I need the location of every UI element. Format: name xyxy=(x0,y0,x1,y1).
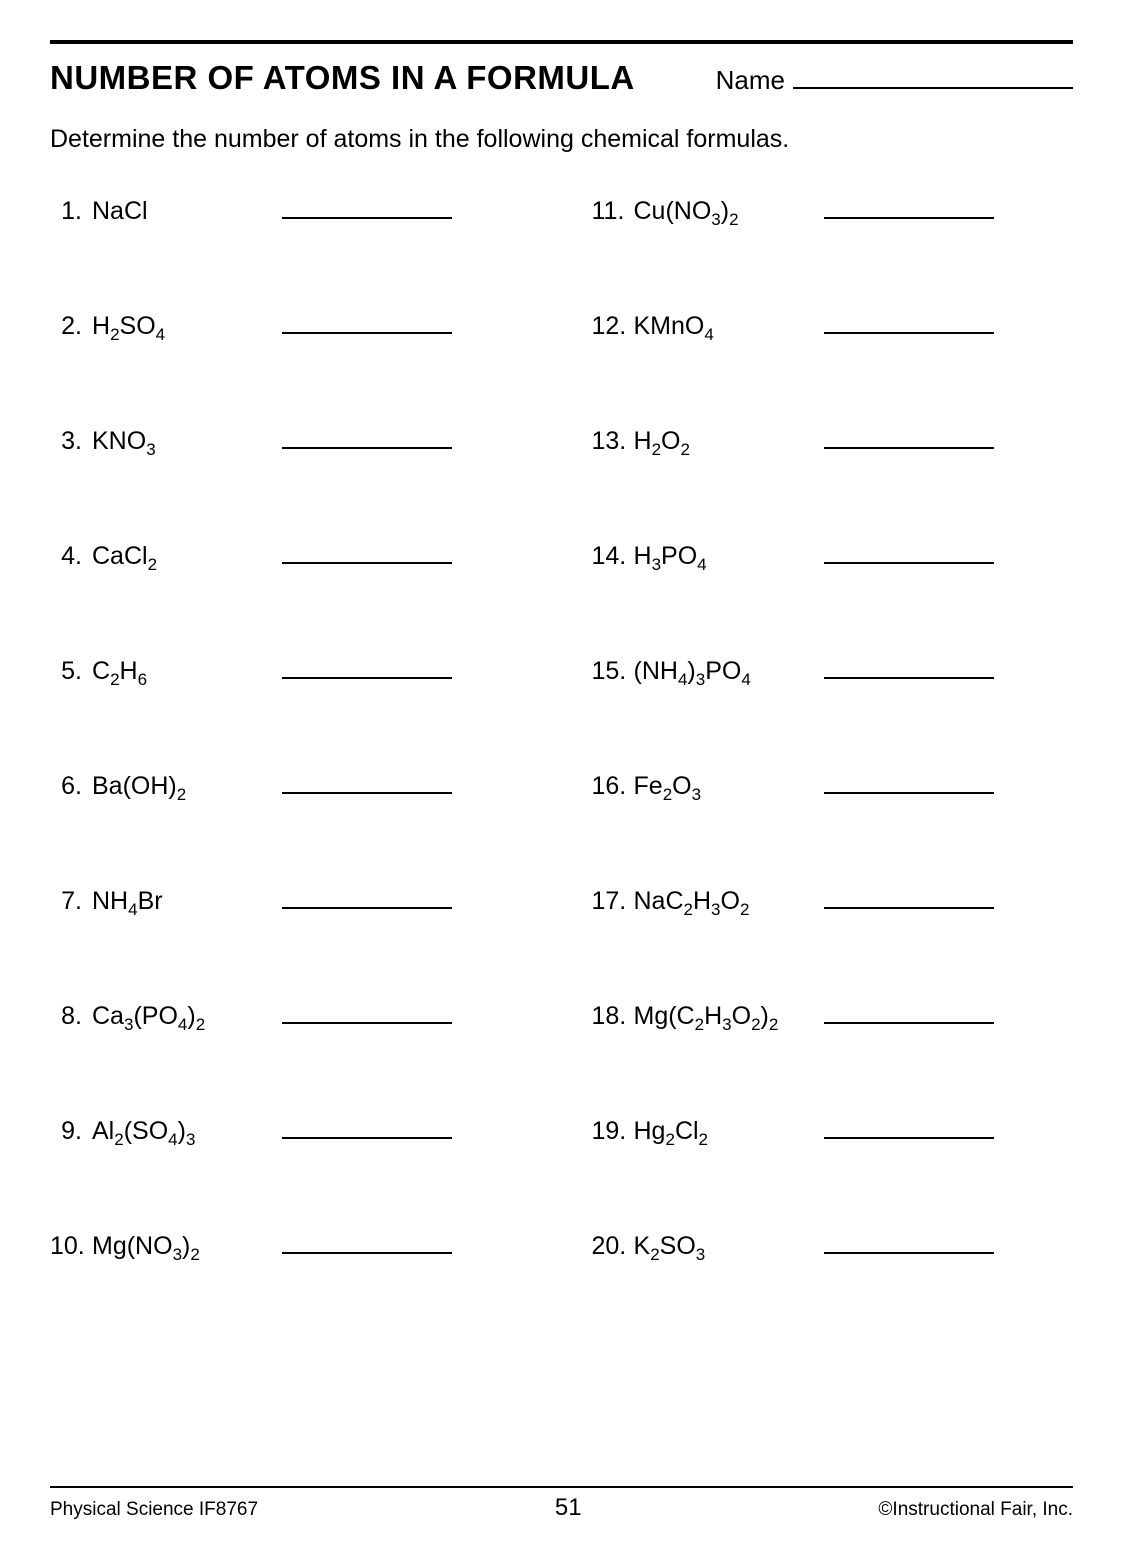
question-item: 11.Cu(NO3)2 xyxy=(592,194,1074,226)
chemical-formula: K2SO3 xyxy=(634,1232,824,1261)
answer-input-line[interactable] xyxy=(282,1229,452,1254)
question-number: 4. xyxy=(50,542,92,571)
question-number: 2. xyxy=(50,312,92,341)
question-number: 9. xyxy=(50,1117,92,1146)
question-item: 15.(NH4)3PO4 xyxy=(592,654,1074,686)
chemical-formula: (NH4)3PO4 xyxy=(634,657,824,686)
question-item: 16.Fe2O3 xyxy=(592,769,1074,801)
name-label: Name xyxy=(716,65,785,96)
question-number: 12. xyxy=(592,312,634,341)
top-rule xyxy=(50,40,1073,44)
name-input-line[interactable] xyxy=(793,58,1073,89)
answer-input-line[interactable] xyxy=(282,539,452,564)
answer-input-line[interactable] xyxy=(282,424,452,449)
chemical-formula: Ba(OH)2 xyxy=(92,772,282,801)
question-item: 5.C2H6 xyxy=(50,654,532,686)
chemical-formula: Hg2Cl2 xyxy=(634,1117,824,1146)
question-number: 18. xyxy=(592,1002,634,1031)
question-number: 11. xyxy=(592,197,634,226)
left-column: 1.NaCl 2.H2SO4 3.KNO3 4.CaCl2 5.C2H6 6.Ba(OH)… xyxy=(50,194,532,1344)
answer-input-line[interactable] xyxy=(824,999,994,1024)
question-item: 2.H2SO4 xyxy=(50,309,532,341)
answer-input-line[interactable] xyxy=(824,424,994,449)
answer-input-line[interactable] xyxy=(282,769,452,794)
question-number: 15. xyxy=(592,657,634,686)
question-item: 20.K2SO3 xyxy=(592,1229,1074,1261)
chemical-formula: NH4Br xyxy=(92,887,282,916)
page-number: 51 xyxy=(555,1494,582,1522)
question-item: 19.Hg2Cl2 xyxy=(592,1114,1074,1146)
question-number: 17. xyxy=(592,887,634,916)
chemical-formula: Cu(NO3)2 xyxy=(634,197,824,226)
answer-input-line[interactable] xyxy=(824,194,994,219)
worksheet-title: NUMBER OF ATOMS IN A FORMULA xyxy=(50,59,635,97)
question-item: 14.H3PO4 xyxy=(592,539,1074,571)
name-field-wrap: Name xyxy=(716,58,1073,96)
answer-input-line[interactable] xyxy=(282,194,452,219)
question-number: 14. xyxy=(592,542,634,571)
question-number: 1. xyxy=(50,197,92,226)
header-row: NUMBER OF ATOMS IN A FORMULA Name xyxy=(50,58,1073,97)
chemical-formula: KNO3 xyxy=(92,427,282,456)
answer-input-line[interactable] xyxy=(282,654,452,679)
chemical-formula: H2SO4 xyxy=(92,312,282,341)
question-number: 10. xyxy=(50,1232,92,1261)
question-number: 3. xyxy=(50,427,92,456)
chemical-formula: NaCl xyxy=(92,197,282,226)
answer-input-line[interactable] xyxy=(824,654,994,679)
question-item: 13.H2O2 xyxy=(592,424,1074,456)
question-number: 20. xyxy=(592,1232,634,1261)
answer-input-line[interactable] xyxy=(282,884,452,909)
question-item: 9.Al2(SO4)3 xyxy=(50,1114,532,1146)
question-number: 7. xyxy=(50,887,92,916)
question-item: 4.CaCl2 xyxy=(50,539,532,571)
question-item: 12.KMnO4 xyxy=(592,309,1074,341)
chemical-formula: KMnO4 xyxy=(634,312,824,341)
answer-input-line[interactable] xyxy=(282,999,452,1024)
question-item: 7.NH4Br xyxy=(50,884,532,916)
question-number: 8. xyxy=(50,1002,92,1031)
question-item: 6.Ba(OH)2 xyxy=(50,769,532,801)
question-item: 8.Ca3(PO4)2 xyxy=(50,999,532,1031)
answer-input-line[interactable] xyxy=(824,769,994,794)
question-item: 3.KNO3 xyxy=(50,424,532,456)
instructions-text: Determine the number of atoms in the fol… xyxy=(50,125,1073,154)
chemical-formula: NaC2H3O2 xyxy=(634,887,824,916)
question-number: 6. xyxy=(50,772,92,801)
question-number: 5. xyxy=(50,657,92,686)
question-item: 17.NaC2H3O2 xyxy=(592,884,1074,916)
question-item: 10.Mg(NO3)2 xyxy=(50,1229,532,1261)
chemical-formula: Al2(SO4)3 xyxy=(92,1117,282,1146)
answer-input-line[interactable] xyxy=(824,884,994,909)
question-number: 19. xyxy=(592,1117,634,1146)
question-number: 13. xyxy=(592,427,634,456)
chemical-formula: Fe2O3 xyxy=(634,772,824,801)
chemical-formula: H3PO4 xyxy=(634,542,824,571)
answer-input-line[interactable] xyxy=(282,1114,452,1139)
chemical-formula: C2H6 xyxy=(92,657,282,686)
question-item: 1.NaCl xyxy=(50,194,532,226)
page-footer: Physical Science IF8767 51 ©Instructiona… xyxy=(50,1486,1073,1522)
footer-rule xyxy=(50,1486,1073,1488)
answer-input-line[interactable] xyxy=(824,1229,994,1254)
footer-right-text: ©Instructional Fair, Inc. xyxy=(878,1499,1073,1521)
question-number: 16. xyxy=(592,772,634,801)
chemical-formula: CaCl2 xyxy=(92,542,282,571)
answer-input-line[interactable] xyxy=(282,309,452,334)
answer-input-line[interactable] xyxy=(824,1114,994,1139)
chemical-formula: Mg(NO3)2 xyxy=(92,1232,282,1261)
chemical-formula: Mg(C2H3O2)2 xyxy=(634,1002,824,1031)
questions-columns: 1.NaCl 2.H2SO4 3.KNO3 4.CaCl2 5.C2H6 6.Ba(OH)… xyxy=(50,194,1073,1344)
question-item: 18.Mg(C2H3O2)2 xyxy=(592,999,1074,1031)
answer-input-line[interactable] xyxy=(824,539,994,564)
answer-input-line[interactable] xyxy=(824,309,994,334)
chemical-formula: Ca3(PO4)2 xyxy=(92,1002,282,1031)
footer-left-text: Physical Science IF8767 xyxy=(50,1499,258,1521)
chemical-formula: H2O2 xyxy=(634,427,824,456)
right-column: 11.Cu(NO3)2 12.KMnO4 13.H2O2 14.H3PO4 15.(NH… xyxy=(592,194,1074,1344)
